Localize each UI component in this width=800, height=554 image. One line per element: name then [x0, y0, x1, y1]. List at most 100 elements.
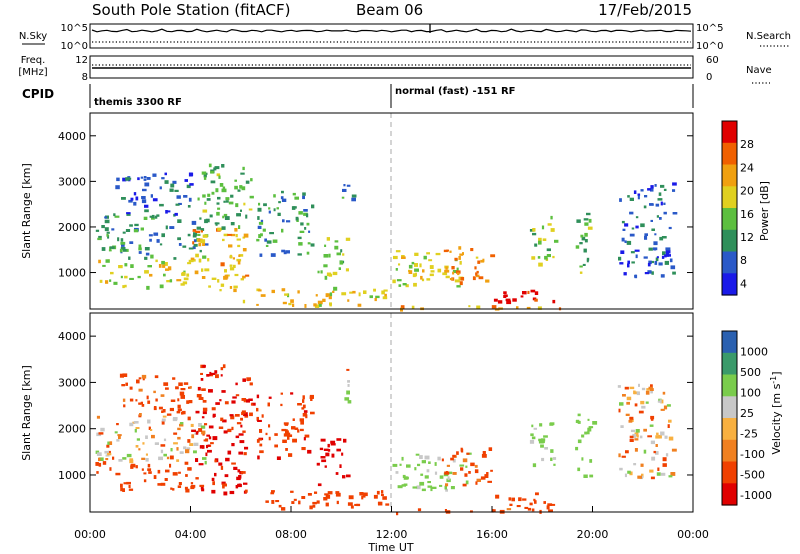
velocity-cell — [468, 471, 471, 474]
velocity-cell — [123, 482, 129, 485]
x-tick-label: 16:00 — [476, 528, 508, 541]
power-cell — [113, 281, 118, 285]
power-cell — [505, 298, 511, 302]
velocity-cell — [188, 400, 193, 404]
power-cell — [414, 272, 417, 277]
velocity-cell — [419, 481, 425, 486]
power-cell — [288, 302, 292, 306]
velocity-cell — [625, 450, 629, 454]
velocity-cell — [474, 464, 478, 468]
velocity-cell — [118, 459, 123, 462]
power-cell — [193, 232, 198, 236]
power-cell — [225, 197, 230, 201]
power-cell — [313, 303, 317, 307]
velocity-cell — [224, 401, 229, 405]
velocity-cell — [550, 503, 556, 506]
power-cell — [633, 190, 637, 194]
velocity-cell — [288, 453, 293, 457]
power-cell — [245, 180, 250, 184]
velocity-cell — [256, 407, 259, 412]
power-cell — [169, 188, 174, 192]
power-cell — [200, 230, 203, 233]
power-cell — [443, 249, 448, 253]
velocity-cell — [541, 457, 545, 462]
velocity-cell — [331, 453, 335, 458]
power-cell — [428, 259, 433, 262]
power-cell — [584, 232, 588, 237]
velocity-cell — [231, 426, 234, 431]
power-cell — [408, 264, 413, 269]
velocity-cell — [660, 399, 664, 404]
power-cell — [648, 247, 653, 251]
velocity-cell — [145, 453, 148, 456]
velocity-cell — [663, 405, 668, 410]
colorbar-tick-label: 20 — [740, 185, 754, 198]
power-cell — [169, 279, 173, 283]
velocity-cell — [175, 386, 179, 390]
power-cell — [629, 197, 634, 201]
velocity-cell — [231, 400, 236, 404]
velocity-cell — [180, 388, 186, 391]
velocity-cell — [169, 455, 174, 460]
velocity-cell — [193, 450, 197, 454]
velocity-cell — [258, 438, 262, 441]
velocity-cell — [163, 438, 167, 442]
velocity-cell — [177, 408, 182, 412]
power-cell — [520, 295, 524, 298]
velocity-cell — [629, 471, 633, 476]
power-cell — [107, 235, 110, 239]
velocity-cell — [462, 458, 468, 463]
power-cell — [110, 271, 114, 275]
velocity-cell — [342, 475, 346, 479]
velocity-cell — [231, 443, 235, 447]
power-cell — [478, 276, 484, 280]
power-cell — [629, 233, 635, 237]
power-cell — [363, 290, 367, 294]
velocity-cell — [671, 448, 677, 452]
velocity-cell — [145, 435, 148, 439]
power-cell — [242, 248, 247, 252]
power-cell — [161, 233, 165, 238]
power-cell — [176, 279, 182, 282]
velocity-cell — [495, 494, 500, 499]
power-cell — [202, 255, 207, 259]
nsky-frame — [89, 23, 694, 49]
power-cell — [120, 275, 123, 279]
velocity-cell — [650, 416, 654, 421]
power-cell — [250, 178, 253, 182]
velocity-cell — [335, 472, 339, 475]
velocity-cell — [109, 441, 113, 445]
power-cell — [183, 277, 189, 281]
power-cell — [491, 305, 497, 309]
power-cell — [105, 280, 109, 284]
velocity-cell — [221, 481, 226, 485]
power-cell — [209, 214, 213, 218]
power-cell — [220, 262, 225, 267]
power-cell — [236, 213, 241, 217]
velocity-cell — [136, 438, 140, 441]
velocity-cell — [234, 414, 240, 417]
power-cell — [654, 233, 657, 236]
velocity-cell — [259, 429, 263, 433]
velocity-cell — [177, 398, 180, 402]
velocity-cell — [160, 449, 164, 454]
velocity-cell — [285, 429, 288, 433]
x-tick-label: 00:00 — [677, 528, 709, 541]
velocity-cell — [297, 403, 302, 406]
velocity-cell — [668, 419, 672, 423]
power-cell — [580, 234, 584, 238]
velocity-cell — [586, 431, 590, 435]
velocity-cell — [588, 426, 594, 429]
power-cell — [328, 253, 331, 258]
power-cell — [631, 227, 635, 230]
power-cell — [145, 252, 150, 256]
velocity-cell — [160, 394, 165, 397]
power-cell — [133, 229, 139, 233]
velocity-cell — [624, 386, 629, 390]
velocity-cell — [300, 421, 304, 425]
velocity-cell — [138, 377, 142, 380]
power-cell — [126, 248, 129, 252]
power-cell — [195, 230, 200, 233]
velocity-cell — [195, 477, 199, 480]
velocity-cell — [446, 478, 451, 483]
